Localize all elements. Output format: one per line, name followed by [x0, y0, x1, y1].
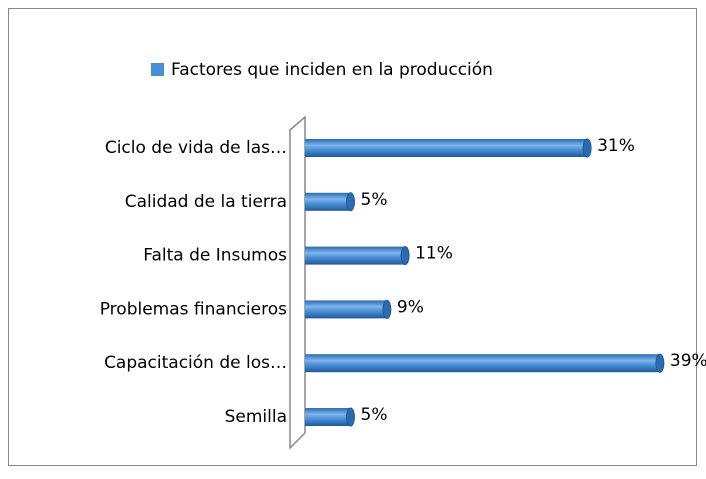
chart-frame: [8, 8, 697, 466]
value-label: 31%: [597, 136, 635, 156]
value-label: 5%: [361, 190, 388, 210]
bar: [305, 139, 588, 157]
bar-cap: [382, 299, 392, 319]
bar-cap: [400, 246, 410, 266]
axis-wall: [289, 115, 306, 450]
value-label: 39%: [670, 351, 706, 371]
bar: [305, 408, 351, 426]
bar-cap: [582, 138, 592, 158]
value-label: 5%: [361, 405, 388, 425]
bar-cap: [655, 353, 665, 373]
category-label: Capacitación de los…: [104, 353, 287, 373]
bar: [305, 354, 660, 373]
bar: [305, 192, 351, 211]
category-label: Falta de Insumos: [143, 246, 287, 266]
bar: [305, 300, 387, 319]
category-label: Semilla: [225, 407, 287, 427]
legend-swatch: [151, 63, 164, 76]
bar-cap: [346, 192, 355, 212]
category-label: Calidad de la tierra: [125, 192, 287, 212]
value-label: 11%: [415, 244, 453, 264]
category-label: Problemas financieros: [100, 299, 287, 319]
bar: [305, 246, 406, 265]
legend-label: Factores que inciden en la producción: [171, 60, 493, 80]
category-label: Ciclo de vida de las…: [105, 138, 287, 158]
bar-cap: [346, 407, 355, 427]
value-label: 9%: [397, 297, 424, 317]
